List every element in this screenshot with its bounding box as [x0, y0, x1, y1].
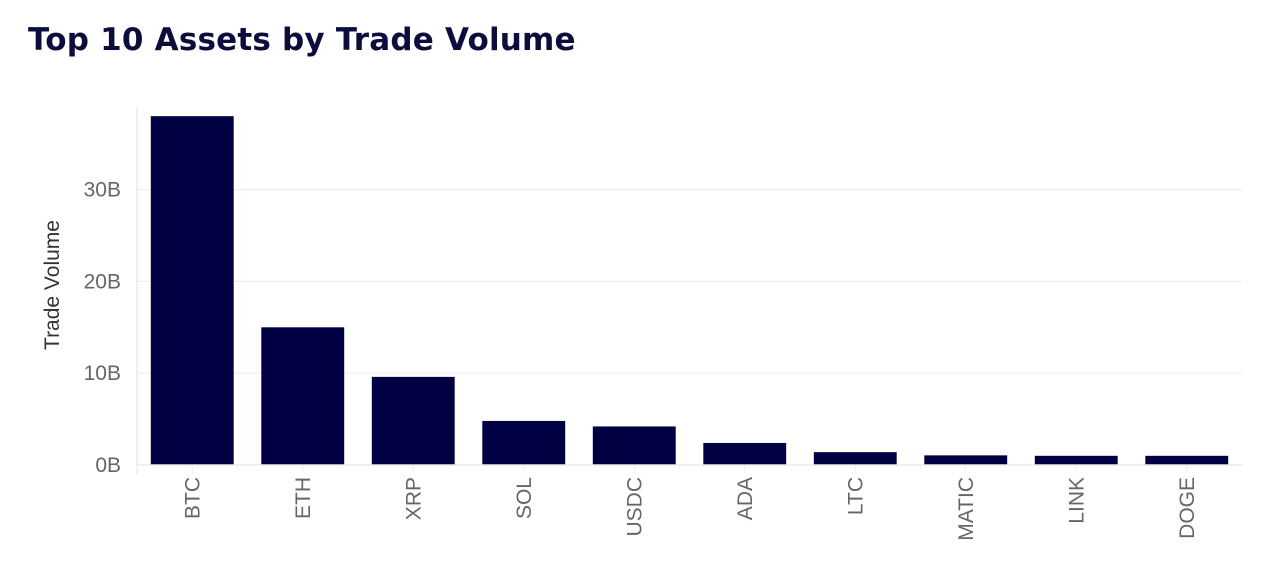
chart-title: Top 10 Assets by Trade Volume: [28, 22, 576, 58]
bar-usdc[interactable]: [592, 426, 676, 465]
x-tick-label: SOL: [513, 477, 536, 519]
y-tick-label: 30B: [84, 179, 121, 202]
x-tick-labels: BTC ETH XRP SOL USDC ADA LTC MATIC LINK DOGE: [181, 477, 1199, 541]
bar-eth[interactable]: [261, 327, 345, 465]
y-tick-label: 10B: [84, 362, 121, 385]
bar-ada[interactable]: [703, 442, 787, 465]
x-tick-label: USDC: [623, 477, 646, 537]
y-tick-labels: 0B 10B 20B 30B: [84, 179, 121, 477]
bars: [150, 116, 1229, 465]
bar-ltc[interactable]: [813, 452, 897, 465]
bar-link[interactable]: [1034, 455, 1118, 465]
x-tick-label: ADA: [734, 477, 757, 520]
bar-sol[interactable]: [482, 420, 566, 465]
bar-doge[interactable]: [1145, 455, 1229, 465]
y-tick-label: 20B: [84, 270, 121, 293]
x-tick-label: XRP: [402, 477, 425, 520]
x-tick-label: BTC: [181, 477, 204, 519]
x-tick-label: MATIC: [955, 477, 978, 541]
y-axis-label: Trade Volume: [41, 220, 64, 350]
x-tick-label: LTC: [844, 477, 867, 515]
bar-btc[interactable]: [150, 116, 234, 465]
axes: [136, 107, 1242, 475]
x-tick-label: ETH: [292, 477, 315, 519]
bar-xrp[interactable]: [371, 376, 455, 465]
x-tick-label: LINK: [1065, 477, 1088, 524]
bar-matic[interactable]: [924, 455, 1008, 465]
y-tick-label: 0B: [95, 454, 121, 477]
x-tick-label: DOGE: [1176, 477, 1199, 539]
